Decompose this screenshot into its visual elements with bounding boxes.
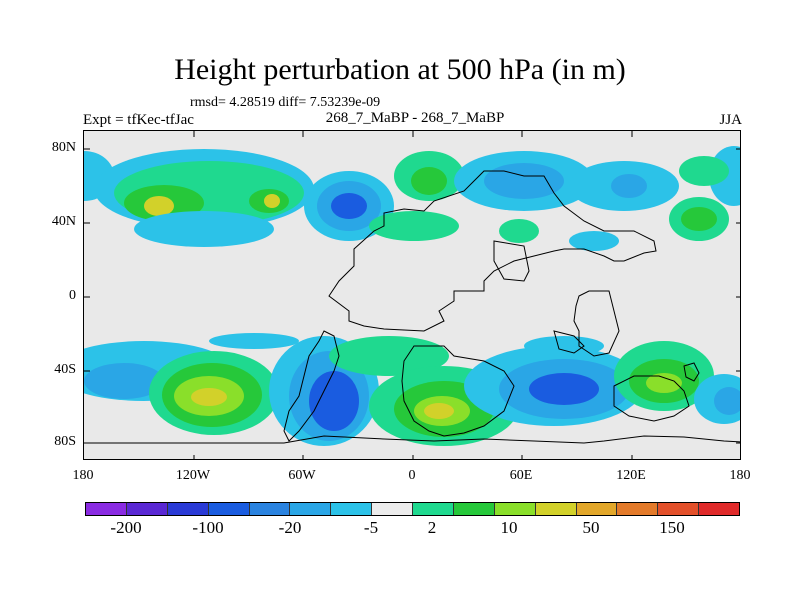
colorbar-label: 50 — [582, 518, 600, 537]
colorbar-swatch — [535, 503, 577, 515]
colorbar-swatch — [126, 503, 168, 515]
lon-label: 180 — [72, 468, 94, 483]
colorbar-label: -100 — [192, 518, 224, 537]
colorbar-label: 150 — [659, 518, 685, 537]
colorbar-label: 2 — [427, 518, 437, 537]
lat-label: 0 — [69, 288, 76, 303]
lon-label: 0 — [408, 468, 416, 483]
colorbar-swatch — [658, 503, 700, 515]
colorbar-swatch — [372, 503, 413, 515]
colorbar-label: 10 — [500, 518, 518, 537]
lon-label: 60E — [509, 468, 533, 483]
colorbar-swatch — [290, 503, 332, 515]
colorbar-swatch — [86, 503, 127, 515]
lat-label: 80S — [54, 434, 76, 449]
stats-text: rmsd= 4.28519 diff= 7.53239e-09 — [190, 95, 381, 110]
colorbar-swatch — [249, 503, 291, 515]
tick-marks — [84, 131, 740, 459]
lon-label: 120W — [175, 468, 211, 483]
colorbar-label: -20 — [278, 518, 302, 537]
colorbar — [85, 502, 740, 516]
colorbar-swatch — [167, 503, 209, 515]
contour-region-north — [84, 146, 740, 251]
lat-label: 40N — [51, 214, 76, 229]
colorbar-swatch — [331, 503, 373, 515]
contour-region-south — [84, 333, 740, 446]
lon-label: 60W — [288, 468, 316, 483]
colorbar-label: -5 — [363, 518, 379, 537]
season-label: JJA — [719, 112, 742, 128]
subtitle: 268_7_MaBP - 268_7_MaBP — [325, 110, 505, 126]
map-panel — [83, 130, 741, 460]
colorbar-swatch — [453, 503, 495, 515]
colorbar-swatch — [494, 503, 536, 515]
colorbar-swatch — [617, 503, 659, 515]
lat-label: 80N — [51, 140, 76, 155]
contour-map — [84, 131, 740, 459]
land-outline — [84, 170, 740, 444]
colorbar-swatch — [413, 503, 454, 515]
lon-label: 120E — [616, 468, 646, 483]
colorbar-label: -200 — [110, 518, 142, 537]
lon-label: 180 — [729, 468, 751, 483]
plot-title: Height perturbation at 500 hPa (in m) — [174, 53, 626, 86]
lat-label: 40S — [54, 362, 76, 377]
colorbar-swatch — [208, 503, 250, 515]
experiment-label: Expt = tfKec-tfJac — [83, 112, 194, 128]
colorbar-swatch — [699, 503, 739, 515]
colorbar-swatch — [576, 503, 618, 515]
